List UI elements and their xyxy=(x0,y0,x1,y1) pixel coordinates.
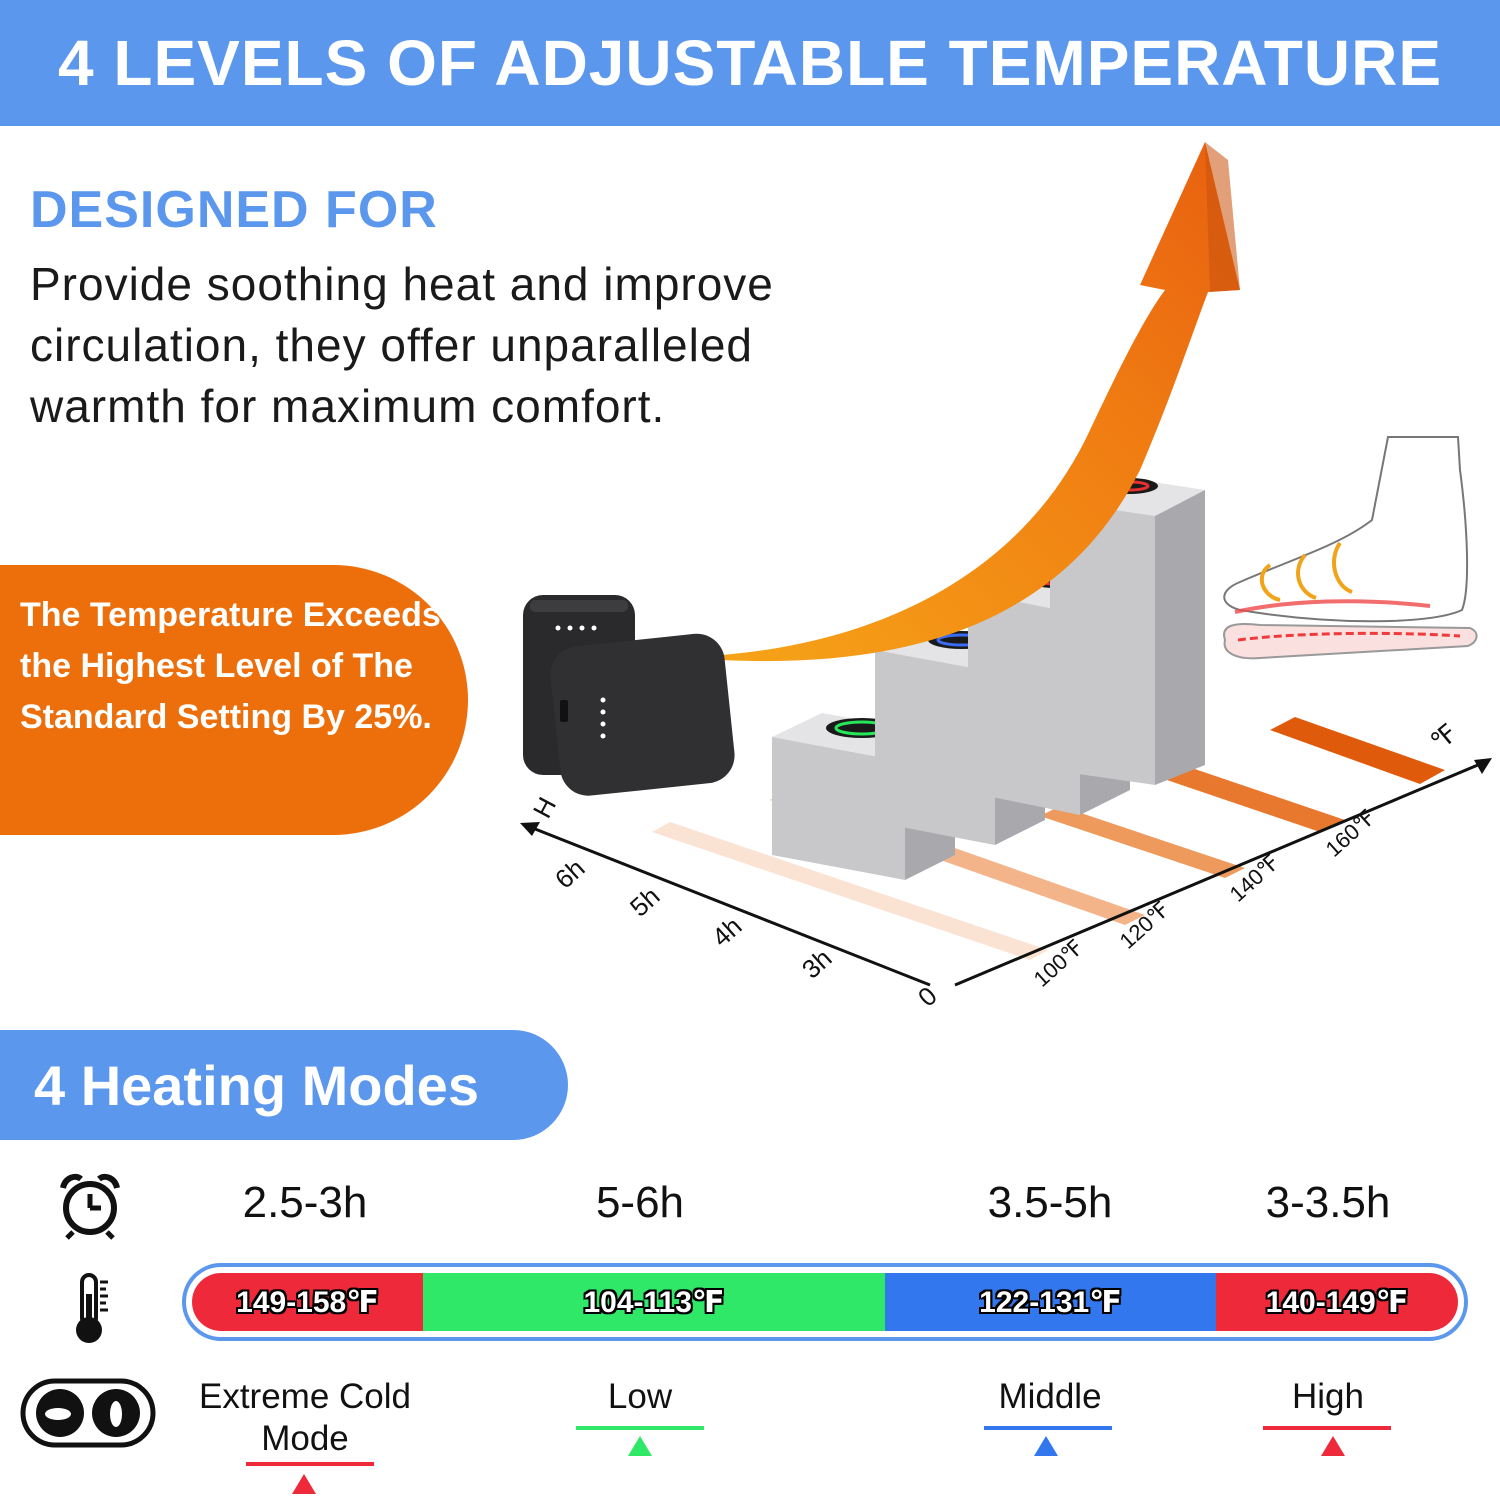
hour-label-5h: 5h xyxy=(624,881,666,923)
heating-modes-title: 4 Heating Modes xyxy=(34,1053,479,1117)
podium-block-4 xyxy=(1050,474,1205,785)
mode-underline-low xyxy=(576,1426,704,1430)
mode-marker-middle xyxy=(1034,1436,1058,1456)
rising-arrow xyxy=(722,142,1240,662)
thermometer-icon xyxy=(76,1273,108,1343)
heated-foot-icon xyxy=(1223,436,1478,660)
range-segment-high: 140-149℉ xyxy=(1216,1273,1458,1331)
range-label-middle: 122-131℉ xyxy=(979,1285,1122,1319)
mode-name-middle: Middle xyxy=(998,1377,1102,1416)
temperature-callout-text: The Temperature Exceeds the Highest Leve… xyxy=(20,596,441,736)
top-banner: 4 LEVELS OF ADJUSTABLE TEMPERATURE xyxy=(0,0,1500,126)
range-label-high: 140-149℉ xyxy=(1265,1285,1409,1319)
designed-for-heading: DESIGNED FOR xyxy=(30,181,438,239)
hour-label-4h: 4h xyxy=(706,911,748,953)
mode-name-low: Low xyxy=(607,1377,673,1416)
mode-time-middle: 3.5-5h xyxy=(987,1178,1113,1227)
temp-label-100: 100℉ xyxy=(1029,935,1089,992)
mode-name-extreme: Extreme Cold Mode xyxy=(198,1377,412,1458)
mode-marker-low xyxy=(628,1436,652,1456)
mode-switch-icon xyxy=(20,1378,156,1448)
chart-axes xyxy=(520,758,1492,987)
hour-label-6h: 6h xyxy=(549,853,591,895)
temp-label-160: 160℉ xyxy=(1321,805,1381,862)
designed-for-body: Provide soothing heat and improve circul… xyxy=(30,258,774,432)
mode-underline-middle xyxy=(984,1426,1112,1430)
mode-underline-extreme xyxy=(246,1462,374,1466)
temperature-range-segments: 149-158℉ 104-113℉ 122-131℉ 140-149℉ xyxy=(192,1273,1458,1331)
range-segment-low: 104-113℉ xyxy=(423,1273,885,1331)
mode-underline-high xyxy=(1263,1426,1391,1430)
power-bank-icon xyxy=(523,595,735,796)
range-label-low: 104-113℉ xyxy=(583,1285,725,1319)
hour-label-3h: 3h xyxy=(796,943,838,985)
alarm-clock-icon xyxy=(60,1173,120,1240)
mode-marker-extreme xyxy=(292,1474,316,1494)
banner-title: 4 LEVELS OF ADJUSTABLE TEMPERATURE xyxy=(57,27,1443,99)
heating-modes-header: 4 Heating Modes xyxy=(0,1030,568,1140)
mode-time-extreme: 2.5-3h xyxy=(242,1178,368,1227)
mode-marker-high xyxy=(1321,1436,1345,1456)
mode-name-high: High xyxy=(1292,1377,1364,1416)
temperature-callout xyxy=(0,565,468,835)
range-segment-middle: 122-131℉ xyxy=(885,1273,1216,1331)
range-label-extreme: 149-158℉ xyxy=(236,1285,379,1319)
mode-time-high: 3-3.5h xyxy=(1265,1178,1391,1227)
temperature-graphic: H ℉ 6h 5h 4h 3h 0 100℉ 120℉ 140℉ 160℉ xyxy=(520,142,1492,1012)
range-segment-extreme: 149-158℉ xyxy=(192,1273,423,1331)
axis-label-h: H xyxy=(527,792,562,823)
mode-time-low: 5-6h xyxy=(595,1178,685,1227)
axis-label-f: ℉ xyxy=(1425,718,1463,757)
